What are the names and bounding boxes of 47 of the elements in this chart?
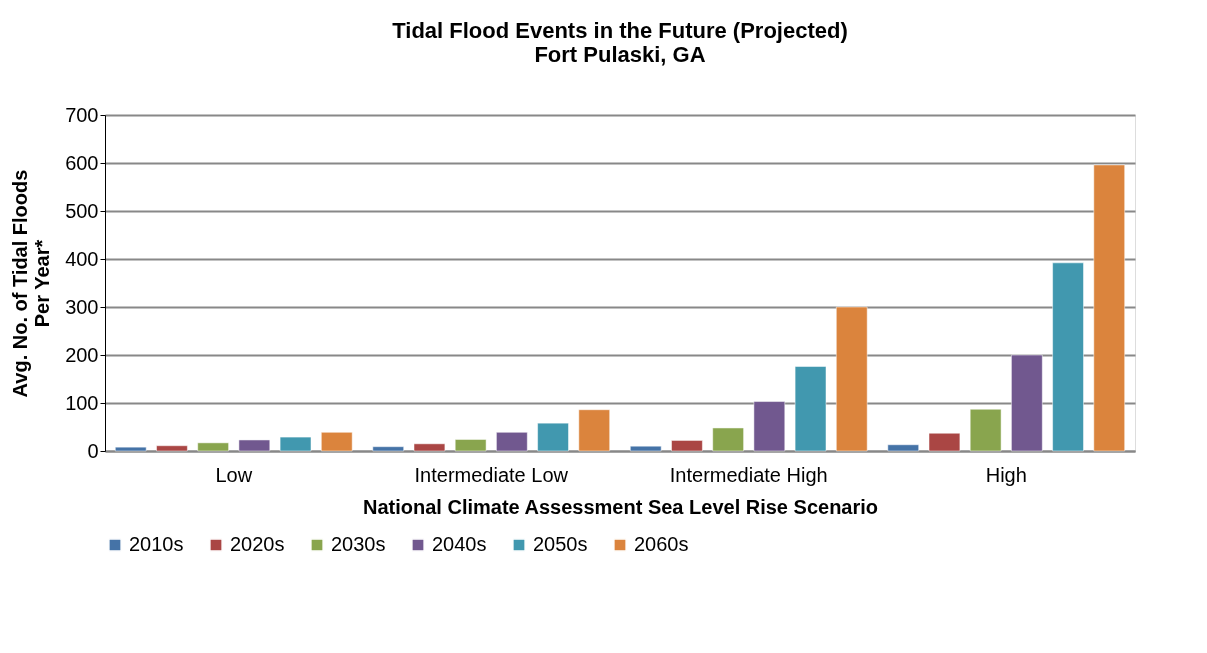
- bar: [969, 408, 1002, 452]
- legend-label: 2030s: [331, 533, 386, 555]
- bar: [1011, 354, 1043, 452]
- bar: [197, 442, 229, 452]
- legend-label: 2010s: [129, 533, 184, 555]
- bar: [794, 366, 827, 452]
- bar: [887, 444, 919, 452]
- bar: [753, 401, 786, 452]
- y-tick-label: 200: [65, 343, 99, 366]
- y-tick-label: 300: [65, 295, 99, 318]
- x-tick-label: Intermediate High: [669, 463, 828, 486]
- bar: [115, 446, 147, 452]
- bar: [537, 422, 569, 452]
- text: Per Year*: [31, 239, 54, 328]
- bar: [928, 432, 961, 452]
- legend-label: 2060s: [634, 533, 689, 555]
- bar: [712, 427, 744, 452]
- text: Fort Pulaski, GA: [534, 42, 706, 67]
- y-tick-label: 100: [65, 391, 99, 414]
- y-tick-label: 400: [65, 247, 99, 270]
- legend-label: 2040s: [432, 533, 487, 555]
- bar: [671, 440, 703, 452]
- legend-label: 2050s: [533, 533, 588, 555]
- x-tick-label: Low: [215, 463, 253, 486]
- y-tick-label: 0: [87, 439, 99, 462]
- x-axis-title: National Climate Assessment Sea Level Rise Scenario: [362, 495, 879, 518]
- bar: [454, 439, 487, 452]
- x-tick-label: High: [985, 463, 1027, 486]
- bar: [1093, 164, 1125, 452]
- bar: [372, 446, 404, 452]
- bar: [496, 432, 528, 452]
- bar: [413, 443, 446, 452]
- bar: [836, 306, 868, 452]
- bar: [238, 439, 271, 452]
- bar: [630, 445, 662, 452]
- y-tick-label: 500: [65, 199, 99, 222]
- x-tick-label: Intermediate Low: [414, 463, 569, 486]
- y-tick-label: 700: [65, 103, 99, 126]
- text: Tidal Flood Events in the Future (Projected): [392, 18, 848, 43]
- bar: [156, 445, 188, 452]
- y-tick-label: 600: [65, 151, 99, 174]
- bar: [279, 436, 312, 452]
- bar: [578, 409, 610, 452]
- bar: [321, 432, 353, 452]
- legend-label: 2020s: [230, 533, 285, 555]
- bar: [1052, 262, 1084, 452]
- text: Avg. No. of Tidal Floods: [9, 169, 32, 398]
